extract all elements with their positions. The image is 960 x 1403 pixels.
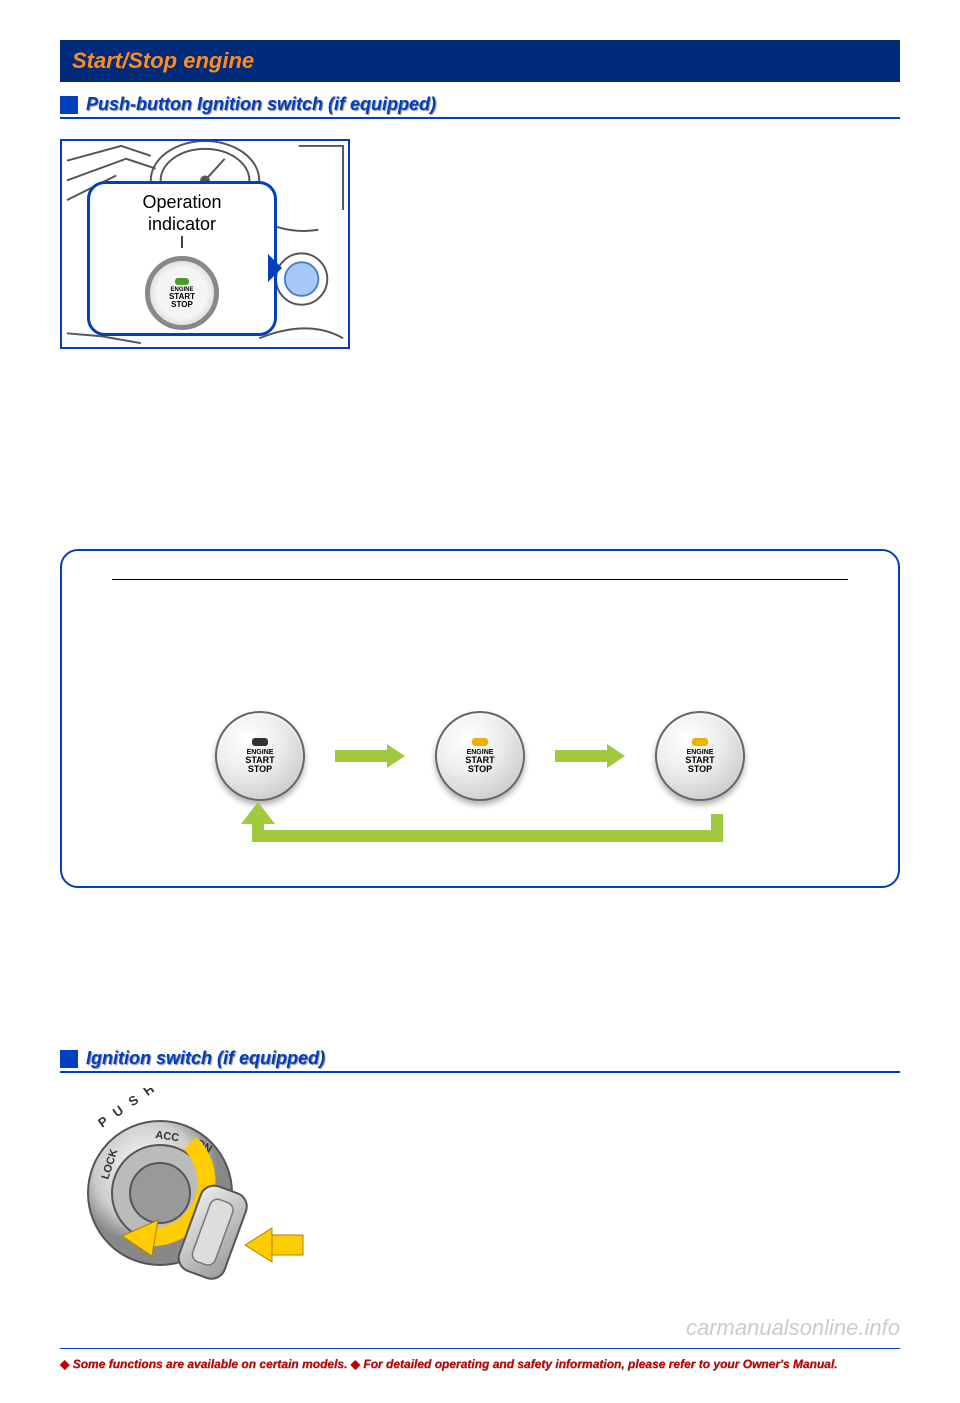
callout-pointer-line-icon: [181, 236, 183, 248]
mode-btn2-line3: STOP: [688, 765, 712, 774]
footer-rule: ◆ Some functions are available on certai…: [60, 1348, 900, 1373]
footnote-1: Some functions are available on certain …: [73, 1357, 348, 1371]
page-container: Start/Stop engine Push-button Ignition s…: [0, 0, 960, 1403]
mode-button-row: ENGINE START STOP ENGINE START STOP ENGI…: [92, 711, 868, 801]
section1-header: Push-button Ignition switch (if equipped…: [60, 94, 900, 119]
header-bar: Start/Stop engine: [60, 40, 900, 82]
indicator-amber1-icon: [472, 738, 488, 746]
page-title: Start/Stop engine: [72, 48, 254, 73]
mode-button-off: ENGINE START STOP: [215, 711, 305, 801]
mode-btn1-line3: STOP: [468, 765, 492, 774]
callout-bubble: Operation indicator ENGINE START STOP: [87, 181, 277, 336]
callout-label-line1: Operation: [90, 192, 274, 214]
footer-note: ◆ Some functions are available on certai…: [60, 1357, 838, 1371]
indicator-amber2-icon: [692, 738, 708, 746]
engine-start-button-callout: ENGINE START STOP: [145, 256, 219, 330]
section-marker-icon: [60, 1050, 78, 1068]
ignition-key-illustration: P U S H LOCK ACC ON: [60, 1088, 310, 1288]
arrow-right-2-icon: [555, 747, 625, 765]
return-arrow-icon: [182, 816, 778, 856]
arrow-right-1-icon: [335, 747, 405, 765]
mode-button-acc: ENGINE START STOP: [435, 711, 525, 801]
section1-title: Push-button Ignition switch (if equipped…: [86, 94, 436, 115]
diamond-icon: ◆: [60, 1357, 73, 1371]
section2-title: Ignition switch (if equipped): [86, 1048, 325, 1069]
section2-header: Ignition switch (if equipped): [60, 1048, 900, 1073]
watermark-text: carmanualsonline.info: [686, 1315, 900, 1341]
footnote-2: For detailed operating and safety inform…: [363, 1357, 837, 1371]
callout-label-line2: indicator: [90, 214, 274, 236]
engine-btn-text-stop: STOP: [171, 301, 193, 309]
mode-btn0-line3: STOP: [248, 765, 272, 774]
mode-button-on: ENGINE START STOP: [655, 711, 745, 801]
dashboard-illustration: Operation indicator ENGINE START STOP: [60, 139, 350, 349]
operation-indicator-icon: [175, 278, 189, 285]
diamond-icon: ◆: [351, 1357, 364, 1371]
mode-change-box: ENGINE START STOP ENGINE START STOP ENGI…: [60, 549, 900, 888]
section-marker-icon: [60, 96, 78, 114]
indicator-off-icon: [252, 738, 268, 746]
